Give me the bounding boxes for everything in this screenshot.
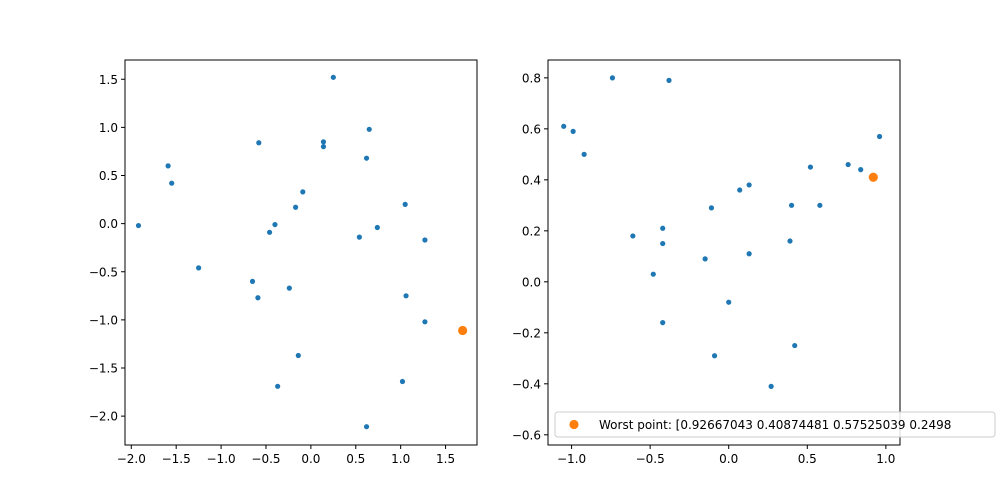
y-tick-label-right-1: −0.4 [512,377,541,391]
data-point-right-7 [845,161,851,168]
data-point-right-6 [807,164,814,170]
data-point-left-23 [295,352,301,359]
x-tick-label-left-3: −0.5 [251,452,280,466]
data-point-left-9 [293,204,299,210]
y-tick-label-left-4: 0.0 [99,217,118,231]
x-tick-label-left-1: −1.5 [162,452,191,466]
data-point-right-13 [708,205,715,211]
x-tick-label-left-6: 1.0 [391,452,410,466]
legend-marker [569,419,579,430]
y-tick-label-right-2: −0.2 [512,326,541,340]
data-point-right-14 [630,233,636,239]
data-point-right-8 [858,167,864,173]
data-point-left-11 [272,221,278,228]
data-point-left-0 [330,74,336,80]
right-scatter-plot: −1.0 −0.5 0.0 0.5 1.0 −0.6 −0.4 −0.2 0.0 0.2 0.4 0.… [512,59,996,466]
data-point-left-18 [249,278,256,284]
data-point-left-20 [286,285,292,291]
y-tick-label-right-0: −0.6 [512,428,541,442]
y-tick-label-left-1: −1.5 [89,362,118,376]
data-point-left-17 [196,265,202,271]
x-tick-label-left-5: 0.5 [346,452,365,466]
data-point-left-10 [135,222,142,229]
data-point-right-24 [792,342,798,349]
x-tick-label-left-7: 1.5 [436,452,455,466]
y-tick-label-left-5: 0.5 [99,169,118,183]
data-point-right-18 [702,256,708,262]
data-point-left-2 [320,139,327,145]
x-tick-label-left-2: −1.0 [207,452,236,466]
x-tick-label-right-0: −1.0 [557,452,586,466]
data-point-right-12 [817,202,823,208]
data-point-right-16 [660,240,666,247]
data-point-right-15 [660,225,666,231]
legend: Worst point: [0.92667043 0.40874481 0.57… [554,411,996,438]
x-tick-label-right-1: −0.5 [636,452,665,466]
data-point-left-24 [275,383,281,389]
data-point-right-2 [561,123,567,129]
data-point-right-0 [609,75,616,81]
data-point-left-3 [320,144,327,150]
data-point-left-5 [256,140,262,146]
y-tick-label-right-6: 0.6 [522,122,541,136]
data-point-left-1 [366,126,372,132]
data-point-right-22 [660,320,666,326]
data-point-left-13 [402,201,408,207]
x-tick-label-right-2: 0.0 [719,452,738,466]
x-tick-label-left-4: 0.0 [301,452,320,466]
y-tick-label-right-7: 0.8 [522,71,541,85]
legend-box [554,411,996,438]
data-point-right-10 [737,187,743,193]
axes-frame-left [124,59,478,446]
y-tick-label-right-3: 0.0 [522,275,541,289]
x-tick-label-left-0: −2.0 [117,452,146,466]
y-tick-label-left-3: −0.5 [89,265,118,279]
data-point-left-26 [363,424,370,430]
data-point-right-3 [570,128,576,134]
data-point-right-4 [581,151,587,157]
y-tick-label-left-6: 1.0 [99,121,118,135]
data-point-right-23 [711,353,718,359]
data-point-left-7 [169,180,175,186]
data-point-left-15 [356,234,362,240]
data-point-right-21 [726,299,732,305]
data-point-right-19 [746,251,752,257]
data-point-right-25 [768,383,774,389]
data-point-right-1 [666,77,672,83]
y-tick-label-left-7: 1.5 [99,73,118,87]
left-scatter-plot: −2.0 −1.5 −1.0 −0.5 0.0 0.5 1.0 1.5 −2.0 −1.5 −1.0… [89,59,478,466]
data-point-left-19 [255,295,261,301]
data-point-left-22 [422,319,428,325]
x-tick-label-right-4: 1.0 [876,452,895,466]
axes-frame-right [547,59,901,446]
data-point-left-16 [422,237,428,243]
legend-label: Worst point: [0.92667043 0.40874481 0.57… [599,418,951,432]
data-point-right-5 [876,133,883,140]
worst-point-right-0 [868,172,878,182]
data-point-left-25 [399,378,406,385]
data-point-left-21 [403,293,409,299]
data-point-left-14 [374,224,380,231]
x-tick-label-right-3: 0.5 [798,452,817,466]
y-tick-label-left-0: −2.0 [89,410,118,424]
data-point-right-17 [787,238,793,244]
y-tick-label-left-2: −1.0 [89,313,118,327]
data-point-left-6 [165,163,171,169]
data-point-left-8 [300,189,306,195]
y-tick-label-right-4: 0.2 [522,224,541,238]
data-point-right-9 [746,182,752,188]
data-point-left-12 [266,229,273,235]
data-point-right-11 [788,202,795,208]
worst-point-left-0 [458,325,468,336]
data-point-left-4 [363,155,370,161]
y-tick-label-right-5: 0.4 [522,173,541,187]
data-point-right-20 [650,271,656,277]
